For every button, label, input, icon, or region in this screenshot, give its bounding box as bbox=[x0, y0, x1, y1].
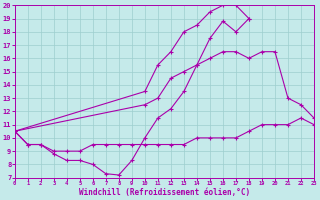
X-axis label: Windchill (Refroidissement éolien,°C): Windchill (Refroidissement éolien,°C) bbox=[79, 188, 250, 197]
